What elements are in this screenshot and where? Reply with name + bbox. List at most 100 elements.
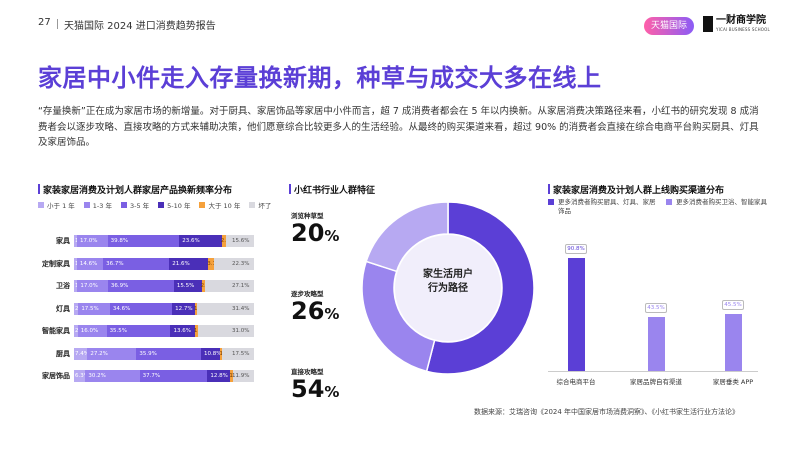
chart3-value-label: 90.8% [565, 243, 587, 254]
chart2-stat-label: 直接攻略型 [291, 368, 324, 376]
tmall-global-logo: 天猫国际 [644, 17, 695, 35]
chart1-category-label: 智能家具 [42, 327, 70, 335]
chart1-bar-segment: 39.8% [107, 235, 180, 247]
chart1-category-label: 灯具 [56, 304, 70, 313]
chart1-value-label: 16.0% [80, 328, 99, 334]
chart1-value-label: 12.8% [210, 373, 228, 379]
chart1-bar-segment: 12.8% [207, 370, 231, 382]
page-headline: 家居中小件走入存量换新期，种草与成交大多在线上 [38, 64, 602, 92]
chart1-legend-label: 3-5 年 [129, 202, 150, 210]
chart2-stat-unit: % [324, 227, 340, 245]
chart1-value-label: 36.9% [110, 283, 129, 289]
chart1-bar-segment: 36.7% [103, 257, 170, 270]
chart1-value-label: 27.2% [90, 350, 108, 357]
chart1-bar-segment: 35.9% [136, 347, 201, 360]
chart1-value-label: 37.7% [142, 373, 161, 379]
chart3-legend-item: 更多消费者购买厨具、灯具、家居饰品 [548, 198, 656, 216]
chart1-value-label-broken: 22.3% [232, 260, 250, 267]
chart1-row: 智能家具2.1%16.0%35.5%13.6%1.8%31.0% [38, 325, 268, 337]
chart3-title: 家装家居消费及计划人群上线购买渠道分布 [547, 183, 724, 196]
chart2-stat: 浏览种草型 20% [291, 210, 339, 249]
chart1-bar-segment: 35.5% [106, 325, 171, 337]
chart3-category-label: 家居垂类 APP [712, 378, 754, 386]
logo-text-en: YICAI BUSINESS SCHOOL [716, 27, 770, 32]
chart1-bar-segment-broken [198, 325, 254, 337]
chart1-bar-segment: 15.5% [173, 280, 202, 292]
chart1-bar-segment: 37.7% [139, 370, 208, 382]
chart3-legend-label: 更多消费者购买厨具、灯具、家居饰品 [558, 198, 656, 215]
chart3-bar [647, 316, 665, 371]
chart1-value-label: 35.9% [139, 350, 157, 357]
header-divider [57, 19, 58, 29]
chart1-value-label: 30.2% [88, 373, 106, 379]
chart1-bar-segment: 13.6% [170, 325, 195, 337]
chart1-bar-segment-broken [232, 370, 254, 382]
chart2-donut [361, 201, 535, 375]
chart2-stat-value: 26% [291, 298, 339, 327]
chart1-value-label: 21.6% [172, 260, 190, 267]
chart1-value-label: 36.7% [106, 260, 124, 267]
chart1-legend-swatch [120, 202, 127, 208]
chart1-bar-segment: 17.0% [77, 235, 108, 247]
chart1-value-label: 15.5% [176, 283, 195, 289]
chart1-legend-item: 坏了 [249, 200, 271, 210]
chart1-value-label: 13.6% [173, 328, 191, 334]
yicai-business-school-logo: 一财商学院 YICAI BUSINESS SCHOOL [703, 15, 770, 33]
chart1-value-label: 17.0% [80, 238, 98, 244]
page-header: 27 天猫国际 2024 进口消费趋势报告 天猫国际 一财商学院 YICAI B… [0, 0, 800, 36]
chart1-bar-segment: 34.6% [109, 302, 173, 315]
chart1-bar-segment: 23.6% [179, 235, 222, 247]
chart2-stat-unit: % [324, 305, 340, 323]
chart3-bars: 90.8% 综合电商平台 43.5% 家居品牌自有渠道 45.5% 家居垂类 APP [548, 226, 778, 396]
chart1-bar: 2.4%17.5%34.6%12.7%1.3% [74, 302, 254, 315]
intro-paragraph: “存量换新”正在成为家居市场的新增量。对于厨具、家居饰品等家居中小件而言，超 7… [38, 106, 759, 148]
chart1-value-label-broken: 31.4% [232, 305, 250, 312]
chart1-row: 灯具 2.4%17.5%34.6%12.7%1.3%31.4% [38, 302, 268, 315]
chart1-legend-item: 小于 1 年 [38, 200, 75, 210]
chart1-legend-label: 大于 10 年 [208, 202, 241, 210]
chart1-legend-label: 5-10 年 [167, 202, 191, 210]
chart2-donut-hole [395, 235, 501, 341]
chart1-bar-segment: 17.0% [77, 280, 108, 292]
chart1-bar: 1.6%14.6%36.7%21.6%3.1% [74, 257, 254, 270]
chart1-category-label: 家居饰品 [42, 372, 70, 380]
chart1-value-label: 14.6% [79, 260, 98, 267]
chart3-category-label: 综合电商平台 [556, 378, 596, 386]
chart2-stat-number: 54 [291, 375, 325, 403]
chart1-value-label: 7.4% [75, 350, 89, 357]
chart2-stat: 直接攻略型 54% [291, 366, 339, 405]
chart2-title: 小红书行业人群特征 [288, 183, 375, 196]
chart3-value-label: 45.5% [722, 300, 744, 311]
chart3-legend-item: 更多消费者购买卫浴、智能家具 [666, 198, 774, 207]
chart1-bar-segment: 14.6% [76, 257, 104, 270]
chart1-bar: 1.9%17.0%36.9%15.5%2.1% [74, 280, 254, 292]
chart1-bar-segment-broken [205, 280, 254, 292]
chart1-title: 家装家居消费及计划人群家居产品换新频率分布 [37, 183, 232, 196]
chart1-bar: 7.4%27.2%35.9%10.8%1.1% [74, 347, 254, 360]
chart1-legend-swatch [199, 202, 206, 208]
chart2-stat-number: 26 [291, 297, 325, 325]
chart1-value-label: 12.7% [175, 305, 193, 312]
chart1-bar-segment: 7.4% [74, 347, 89, 360]
chart2-stat-label: 浏览种草型 [291, 212, 324, 220]
chart1-legend-label: 1-3 年 [92, 202, 112, 210]
chart1-bar-segment-broken [222, 347, 254, 360]
chart2-stat-label: 逐步攻略型 [291, 290, 324, 298]
chart1-legend-swatch [38, 202, 44, 208]
chart3-category-label: 家居品牌自有渠道 [630, 378, 682, 386]
chart3-legend-swatch [548, 199, 554, 205]
chart1-value-label-broken: 31.0% [232, 328, 250, 334]
chart1-bar-segment: 21.6% [169, 257, 209, 270]
chart1-bar: 6.3%30.2%37.7%12.8%1.2% [74, 370, 254, 382]
chart3-legend-swatch [666, 199, 672, 205]
chart1-value-label-broken: 15.6% [232, 238, 250, 244]
chart3-bar [724, 314, 742, 371]
chart1-bar-segment: 12.7% [172, 302, 196, 315]
data-source-note: 数据来源：艾瑞咨询《2024 年中国家居市场消费洞察》、《小红书家生活行业方法论… [474, 408, 740, 416]
chart2-stat: 逐步攻略型 26% [291, 288, 339, 327]
chart1-legend-item: 1-3 年 [83, 200, 112, 210]
chart1-row: 厨具7.4%27.2%35.9%10.8%1.1%17.5% [38, 347, 268, 360]
chart1-value-label-broken: 27.1% [232, 283, 250, 289]
